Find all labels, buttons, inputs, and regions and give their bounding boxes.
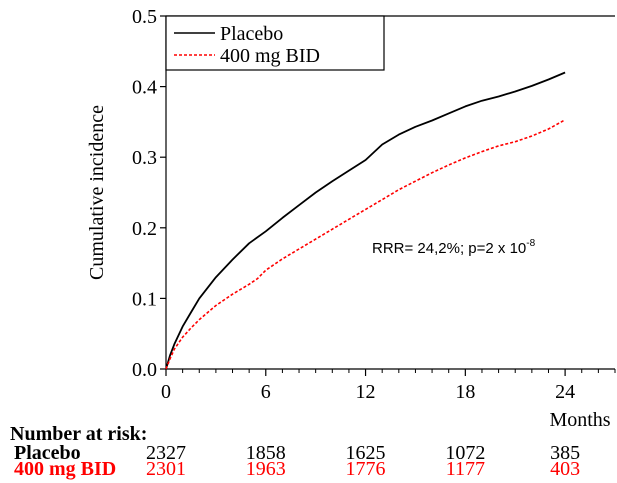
y-tick-label: 0.1 (132, 288, 157, 310)
legend-label: Placebo (220, 23, 283, 45)
annotation-text: RRR= 24,2%; p=2 x 10-8 (372, 238, 536, 257)
x-tick-label: 18 (455, 381, 475, 403)
risk-value: 1858 (246, 442, 286, 464)
risk-value: 1072 (445, 442, 485, 464)
y-tick-label: 0.0 (132, 359, 157, 381)
risk-value: 403 (550, 458, 580, 480)
risk-row-label: 400 mg BID (14, 458, 116, 480)
risk-value: 2327 (146, 442, 186, 464)
series-line-treatment (165, 119, 566, 370)
risk-value: 385 (550, 442, 580, 464)
y-tick-label: 0.4 (132, 77, 157, 99)
risk-value: 2301 (146, 458, 186, 480)
risk-value: 1177 (446, 458, 485, 480)
legend-label: 400 mg BID (220, 45, 320, 67)
legend-box (165, 15, 385, 71)
y-tick-label: 0.3 (132, 147, 157, 169)
risk-row-label: Placebo (14, 442, 81, 464)
y-axis-title: Cumulative incidence (86, 105, 108, 280)
x-axis-title: Months (549, 409, 610, 431)
risk-value: 1776 (346, 458, 386, 480)
x-tick-label: 24 (555, 381, 575, 403)
y-tick-label: 0.5 (132, 6, 157, 28)
series-line-placebo (165, 71, 566, 370)
x-tick-label: 6 (261, 381, 271, 403)
x-tick-label: 0 (161, 381, 171, 403)
y-tick-label: 0.2 (132, 218, 157, 240)
risk-value: 1625 (346, 442, 386, 464)
risk-table-title: Number at risk: (10, 423, 147, 445)
x-tick-label: 12 (356, 381, 376, 403)
risk-value: 1963 (246, 458, 286, 480)
